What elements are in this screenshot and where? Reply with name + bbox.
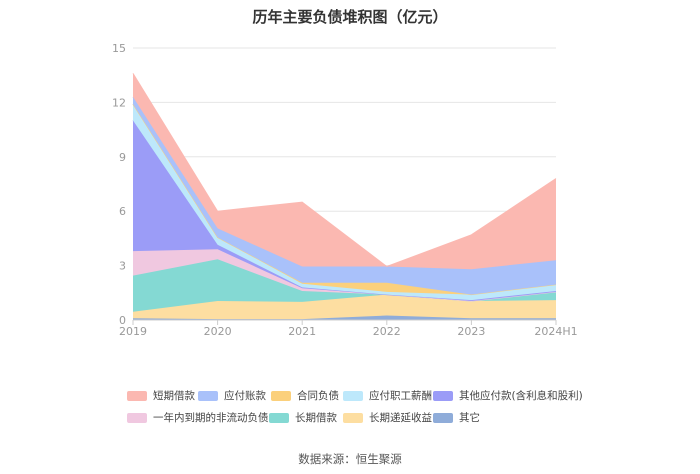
- legend-swatch: [269, 412, 289, 423]
- legend-item[interactable]: 其它: [433, 410, 480, 425]
- legend-item[interactable]: 应付账款: [198, 388, 266, 403]
- legend-label: 应付账款: [224, 390, 266, 402]
- legend-swatch: [343, 390, 363, 401]
- area-应付职工薪酬: [133, 104, 556, 301]
- legend-swatch: [433, 390, 453, 401]
- area-series: [132, 73, 557, 320]
- legend-item[interactable]: 短期借款: [127, 388, 195, 403]
- legend-label: 应付职工薪酬: [369, 390, 432, 402]
- area-edge-短期借款: [132, 73, 557, 268]
- area-长期借款: [133, 259, 556, 312]
- y-tick-label: 6: [119, 205, 126, 218]
- legend-label: 其它: [459, 412, 480, 424]
- legend-swatch: [198, 390, 218, 401]
- x-tick-label: 2021: [288, 325, 316, 338]
- x-tick-label: 2023: [457, 325, 485, 338]
- y-tick-label: 15: [112, 42, 126, 55]
- area-短期借款: [133, 73, 556, 270]
- y-tick-label: 9: [119, 151, 126, 164]
- area-长期递延收益: [133, 294, 556, 320]
- legend-item[interactable]: 一年内到期的非流动负债: [127, 410, 269, 425]
- legend-swatch: [433, 412, 453, 423]
- area-一年内到期的非流动负债: [133, 249, 556, 301]
- legend-label: 其他应付款(含利息和股利): [459, 390, 583, 402]
- legend-item[interactable]: 长期借款: [269, 410, 337, 425]
- legend-label: 长期借款: [295, 412, 337, 424]
- x-tick-label: 2020: [204, 325, 232, 338]
- legend-item[interactable]: 其他应付款(含利息和股利): [433, 388, 583, 403]
- x-tick-label: 2022: [373, 325, 401, 338]
- legend-item[interactable]: 应付职工薪酬: [343, 388, 432, 403]
- legend-row-2: 一年内到期的非流动负债 长期借款 长期递延收益 其它: [0, 410, 700, 426]
- x-tick-label: 2019: [119, 325, 147, 338]
- x-tick-label: 2024H1: [534, 325, 577, 338]
- y-tick-label: 3: [119, 260, 126, 273]
- y-tick-label: 0: [119, 314, 126, 327]
- legend-swatch: [127, 412, 147, 423]
- legend-swatch: [343, 412, 363, 423]
- legend-label: 短期借款: [153, 390, 195, 402]
- axes: 0 3 6 9 12 15 2019 2020 2021 2022 2023 2024H1: [112, 42, 578, 338]
- y-tick-label: 12: [112, 96, 126, 109]
- legend-swatch: [271, 390, 291, 401]
- legend-item[interactable]: 长期递延收益: [343, 410, 432, 425]
- chart-title: 历年主要负债堆积图（亿元）: [252, 8, 448, 26]
- legend-label: 合同负债: [297, 390, 339, 402]
- legend-row-1: 短期借款 应付账款 合同负债 应付职工薪酬 其他应付款(含利息和股利): [0, 388, 700, 404]
- legend-item[interactable]: 合同负债: [271, 388, 339, 403]
- legend-swatch: [127, 390, 147, 401]
- area-应付账款: [133, 97, 556, 295]
- source-note: 数据来源：恒生聚源: [298, 452, 402, 466]
- legend-label: 长期递延收益: [369, 412, 432, 424]
- legend-label: 一年内到期的非流动负债: [153, 412, 269, 424]
